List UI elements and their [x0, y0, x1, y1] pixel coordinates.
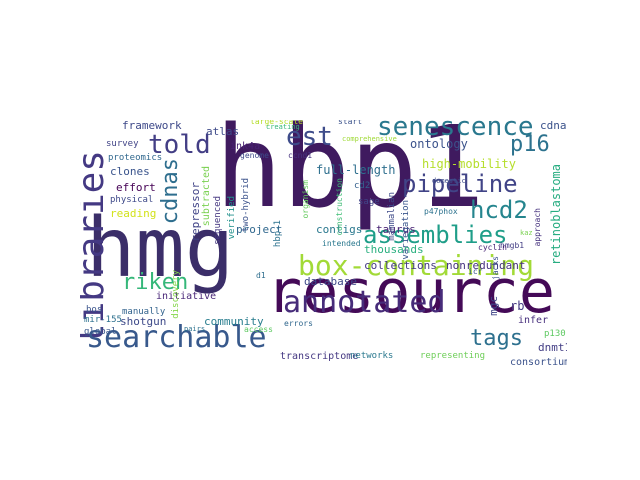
word-tags: tags [470, 326, 523, 351]
word-p47phox: p47phox [424, 207, 458, 216]
word-est: est [286, 122, 333, 152]
word-hbp1: hbp1 [215, 120, 485, 233]
word-icr: icr [468, 267, 483, 276]
word-nonredundant: nonredundant [446, 259, 526, 272]
word-community: community [204, 315, 264, 328]
word-cdna: cdna [540, 120, 567, 132]
word-hbp-1: hbp-1 [273, 220, 283, 248]
word-pipeline: pipeline [402, 170, 518, 198]
word-hcd2: hcd2 [470, 196, 528, 224]
word-d1: d1 [256, 271, 266, 280]
word-comprehensive: comprehensive [342, 135, 397, 143]
word-organism: organism [301, 180, 310, 219]
word-survey: survey [106, 139, 139, 149]
word-riken: riken [122, 270, 189, 295]
word-representing: representing [420, 351, 486, 361]
word-cloud: hbp1 hmg resource libraries box-containi… [80, 120, 567, 365]
word-contigs: contigs [316, 223, 363, 236]
word-mammalian: mammalian [387, 192, 397, 241]
word-domestic: domestic [432, 177, 466, 185]
word-cyclin: cyclin [478, 243, 507, 252]
word-mir-155: mir-155 [84, 315, 122, 325]
word-database: database [304, 275, 357, 288]
word-reading: reading [110, 207, 157, 220]
word-told: told [148, 130, 211, 160]
word-verified: verified [227, 196, 237, 240]
word-large-scale: large-scale [250, 120, 303, 126]
word-pairs: pairs [184, 325, 206, 333]
word-infer: infer [518, 315, 549, 326]
word-global: global [84, 327, 117, 337]
word-transcriptome: transcriptome [280, 351, 359, 362]
word-construction: construction [335, 178, 344, 236]
word-ccnd1: ccnd1 [288, 151, 313, 160]
word-resource: resource [266, 257, 555, 327]
word-bos: bos [86, 305, 103, 315]
word-box-containing: box-containing [298, 249, 535, 282]
word-approach: approach [533, 208, 542, 247]
word-hmgb1: hmgb1 [500, 241, 525, 250]
word-p130: p130 [544, 329, 566, 339]
word-sage: sage [358, 197, 380, 207]
word-senescence: senescence [377, 120, 534, 142]
word-subtracted: subtracted [201, 166, 212, 227]
word-project: project [236, 223, 283, 236]
word-access: access [244, 325, 273, 334]
word-framework: framework [122, 120, 182, 132]
word-atlas: atlas [206, 125, 240, 138]
word-high-mobility: high-mobility [422, 157, 516, 171]
word-dnmt1: dnmt1 [538, 341, 567, 354]
word-hmg: hmg [86, 201, 235, 296]
word-collections: collections [364, 259, 437, 272]
word-kaz: kaz [520, 229, 533, 237]
word-p16: p16 [510, 132, 550, 157]
word-initiative: initiative [156, 291, 217, 302]
word-physical: physical [110, 195, 154, 205]
word-jacks: jacks [491, 256, 500, 281]
word-genome: genome [240, 151, 269, 160]
word-clones: clones [110, 165, 150, 178]
word-variegation: variegation [401, 200, 411, 260]
word-repressor: repressor [189, 182, 202, 242]
word-retinoblastoma: retinoblastoma [549, 164, 563, 266]
word-intended: intended [322, 239, 361, 248]
word-cd2: cd2 [354, 181, 371, 191]
word-discovery: discovery [171, 270, 181, 319]
word-full-length: full-length [316, 163, 396, 177]
word-networks: networks [350, 351, 394, 361]
word-effort: effort [116, 181, 156, 194]
word-shotgun: shotgun [120, 315, 167, 328]
word-consortium: consortium [510, 357, 567, 366]
word-rb: rb [510, 299, 525, 313]
word-taurus: taurus [376, 223, 416, 236]
word-searchable: searchable [86, 320, 267, 355]
word-creating: creating [266, 123, 300, 131]
word-cdnas: cdnas [158, 158, 183, 225]
word-assemblies: assemblies [363, 221, 508, 249]
word-ontology: ontology [410, 137, 468, 151]
word-proteomics: proteomics [108, 153, 163, 163]
word-manually: manually [122, 307, 166, 317]
word-sequenced: sequenced [213, 196, 223, 245]
word-ink4a: ink4a [230, 141, 261, 152]
word-two-hybrid: two-hybrid [241, 178, 251, 233]
word-thousands: thousands [364, 243, 424, 256]
word-errors: errors [284, 319, 313, 328]
word-mgc: mgc [487, 296, 500, 316]
word-annotated: annotated [283, 285, 446, 320]
word-start: start [338, 120, 363, 126]
